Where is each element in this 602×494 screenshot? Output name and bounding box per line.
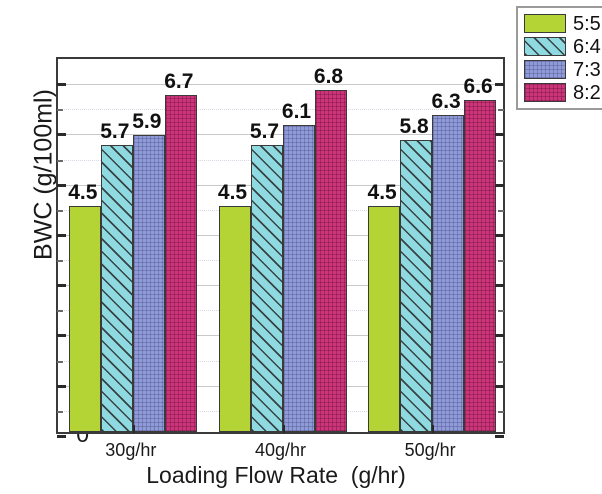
x-tick-label: 50g/hr: [404, 440, 456, 460]
y-tick-major: [57, 83, 66, 87]
x-tick: [432, 425, 435, 433]
y-tick-minor-right: [498, 360, 504, 363]
bar-value-label: 5.7: [100, 120, 130, 144]
y-tick-major: [57, 233, 66, 237]
y-tick-major-right: [495, 233, 504, 237]
y-tick-minor: [57, 109, 63, 112]
legend-item-5-5[interactable]: 5:5: [524, 12, 601, 35]
legend-label: 5:5: [573, 12, 601, 35]
y-tick-minor-right: [498, 310, 504, 313]
y-tick-major-right: [495, 284, 504, 288]
gridline-major: [58, 134, 503, 136]
y-tick-major: [57, 183, 66, 187]
y-tick-major: [57, 384, 66, 388]
legend-swatch: [524, 14, 566, 33]
bar: [218, 205, 251, 432]
bar-value-label: 6.3: [431, 90, 461, 114]
legend-swatch: [524, 83, 566, 102]
bar: [282, 125, 315, 432]
bar: [368, 205, 401, 432]
bar-value-label: 6.1: [281, 100, 312, 124]
y-tick-major: [57, 284, 66, 288]
y-tick-minor: [57, 360, 63, 363]
gridline-minor: [58, 109, 503, 111]
plot-area: [56, 57, 505, 438]
y-tick-major: [57, 334, 66, 338]
bar: [68, 205, 101, 432]
bar-value-label: 4.5: [68, 180, 98, 204]
bar-value-label: 5.7: [249, 120, 280, 144]
y-tick-minor-right: [498, 260, 504, 263]
y-tick-major-right: [495, 435, 504, 438]
legend[interactable]: 5:5 6:4 7:3 8:2: [516, 6, 602, 110]
x-axis-title: Loading Flow Rate (g/hr): [146, 462, 406, 488]
y-tick-minor: [57, 159, 63, 162]
y-tick-minor: [57, 410, 63, 413]
bar-value-label: 5.8: [399, 115, 429, 139]
legend-item-7-3[interactable]: 7:3: [524, 58, 601, 81]
legend-swatch: [524, 37, 566, 56]
plot-inner: [58, 59, 503, 432]
bar: [100, 145, 133, 432]
y-tick-minor-right: [498, 109, 504, 112]
bar: [314, 90, 347, 432]
y-tick-minor-right: [498, 410, 504, 413]
bar: [132, 135, 165, 432]
y-tick-major-right: [495, 384, 504, 388]
y-tick-major: [57, 133, 66, 137]
x-tick-label: 30g/hr: [105, 440, 157, 460]
y-tick-major: [57, 435, 66, 438]
bar-value-label: 6.7: [164, 70, 194, 94]
bar: [250, 145, 283, 432]
legend-swatch: [524, 60, 566, 79]
y-tick-major-right: [495, 334, 504, 338]
bar: [432, 115, 465, 432]
gridline-major: [58, 84, 503, 86]
y-tick-minor: [57, 209, 63, 212]
bar-value-label: 6.6: [463, 75, 493, 99]
bar: [400, 140, 433, 432]
y-tick-major-right: [495, 183, 504, 187]
bar-value-label: 6.8: [313, 65, 344, 89]
bar: [464, 100, 497, 432]
y-tick-minor: [57, 310, 63, 313]
legend-label: 8:2: [573, 81, 601, 104]
legend-label: 7:3: [573, 58, 601, 81]
bar-value-label: 5.9: [132, 110, 162, 134]
x-tick-label: 40g/hr: [254, 440, 307, 460]
bar: [164, 95, 197, 432]
y-tick-major-right: [495, 133, 504, 137]
x-tick: [282, 425, 285, 433]
x-tick: [132, 425, 135, 433]
legend-label: 6:4: [573, 35, 601, 58]
bar-value-label: 4.5: [217, 180, 248, 204]
y-tick-minor-right: [498, 209, 504, 212]
y-tick-minor-right: [498, 159, 504, 162]
bar-value-label: 4.5: [367, 180, 397, 204]
legend-item-8-2[interactable]: 8:2: [524, 81, 601, 104]
y-tick-major-right: [495, 83, 504, 87]
y-tick-minor: [57, 260, 63, 263]
legend-item-6-4[interactable]: 6:4: [524, 35, 601, 58]
